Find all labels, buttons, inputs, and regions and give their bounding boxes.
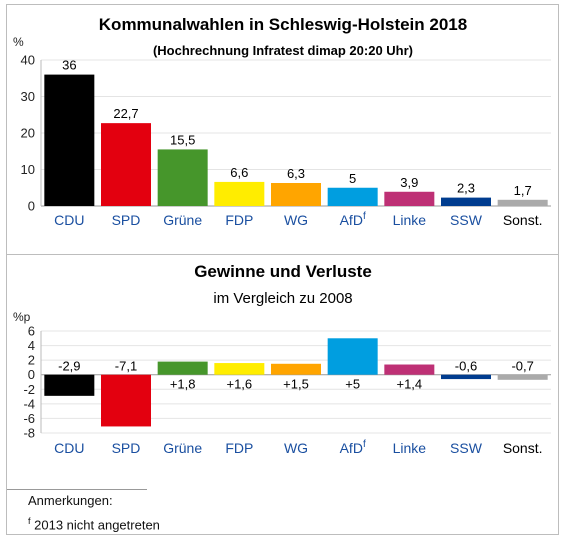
data-label: 22,7: [113, 106, 138, 121]
section-divider: [7, 254, 558, 255]
y-tick-label: 0: [28, 199, 35, 214]
category-label: SPD: [112, 212, 141, 228]
category-label: Grüne: [163, 212, 202, 228]
chart-subtitle: (Hochrechnung Infratest dimap 20:20 Uhr): [153, 43, 413, 58]
y-tick-label: -8: [23, 426, 35, 441]
data-label: +5: [345, 377, 360, 392]
bar-afd: [327, 338, 378, 375]
data-label: 6,6: [230, 165, 248, 180]
y-tick-label: -4: [23, 396, 35, 411]
data-label: +1,6: [226, 377, 252, 392]
data-label: 2,3: [457, 181, 475, 196]
chart-frame: Kommunalwahlen in Schleswig-Holstein 201…: [6, 4, 559, 535]
chart-title: Kommunalwahlen in Schleswig-Holstein 201…: [99, 15, 467, 34]
data-label: -7,1: [115, 359, 137, 374]
y-tick-label: -6: [23, 411, 35, 426]
bar-linke: [384, 364, 435, 375]
bar-fdp: [214, 363, 265, 375]
notes-line: f 2013 nicht angetreten: [28, 516, 160, 532]
chart-canvas: Kommunalwahlen in Schleswig-Holstein 201…: [13, 15, 551, 456]
category-label: Sonst.: [503, 440, 543, 456]
bar-cdu: [44, 374, 95, 396]
bar-afd: [327, 187, 378, 206]
y-tick-label: 6: [28, 324, 35, 339]
category-label: SSW: [450, 212, 483, 228]
category-label: Linke: [393, 212, 427, 228]
category-label: FDP: [225, 212, 253, 228]
bar-sonst: [497, 374, 548, 380]
category-label: AfDf: [340, 211, 366, 228]
category-label: WG: [284, 440, 308, 456]
category-label: SPD: [112, 440, 141, 456]
data-label: +1,8: [170, 377, 196, 392]
bar-wg: [271, 183, 321, 206]
y-tick-label: 0: [28, 367, 35, 382]
bar-wg: [271, 363, 321, 375]
category-label: WG: [284, 212, 308, 228]
data-label: -2,9: [58, 359, 80, 374]
bar-spd: [101, 123, 151, 206]
data-label: -0,6: [455, 359, 477, 374]
notes-text: 2013 nicht angetreten: [34, 517, 160, 533]
category-superscript: f: [363, 439, 366, 450]
results-chart: % 0 10 20 30 40 36 CDU 22,7 SPD 15,5 Grüne 6,6 FDP 6,3…: [13, 35, 551, 228]
category-label: Linke: [393, 440, 427, 456]
notes-rule: [7, 489, 147, 490]
bar-linke: [384, 191, 435, 206]
category-label: SSW: [450, 440, 483, 456]
category-label: CDU: [54, 212, 84, 228]
y-axis-unit: %p: [13, 310, 31, 324]
notes-title: Anmerkungen:: [28, 493, 113, 508]
data-label: 1,7: [514, 183, 532, 198]
bar-ssw: [441, 197, 491, 206]
data-label: 15,5: [170, 132, 195, 147]
data-label: -0,7: [511, 359, 533, 374]
bar-sonst: [497, 199, 548, 206]
category-superscript: f: [363, 211, 366, 222]
y-tick-label: 40: [21, 53, 35, 68]
bar-ssw: [441, 374, 491, 380]
y-tick-label: 20: [21, 126, 35, 141]
bar-fdp: [214, 181, 265, 206]
data-label: 6,3: [287, 166, 305, 181]
category-label: Sonst.: [503, 212, 543, 228]
category-label: Grüne: [163, 440, 202, 456]
data-label: 5: [349, 171, 356, 186]
data-label: +1,5: [283, 377, 309, 392]
category-label: FDP: [225, 440, 253, 456]
notes-marker: f: [28, 516, 31, 526]
bar-grne: [157, 149, 208, 206]
category-label: CDU: [54, 440, 84, 456]
y-tick-label: 10: [21, 162, 35, 177]
data-label: 3,9: [400, 175, 418, 190]
gains-losses-subtitle: im Vergleich zu 2008: [213, 290, 352, 307]
category-label: AfDf: [340, 439, 366, 456]
y-tick-label: -2: [23, 382, 35, 397]
data-label: 36: [62, 58, 76, 73]
y-tick-label: 4: [28, 338, 35, 353]
bar-grne: [157, 361, 208, 375]
bar-spd: [101, 374, 151, 427]
y-tick-label: 30: [21, 89, 35, 104]
data-label: +1,4: [396, 377, 422, 392]
y-tick-label: 2: [28, 353, 35, 368]
y-axis-unit: %: [13, 35, 24, 49]
bar-cdu: [44, 74, 95, 206]
gains-losses-title: Gewinne und Verluste: [194, 262, 372, 281]
